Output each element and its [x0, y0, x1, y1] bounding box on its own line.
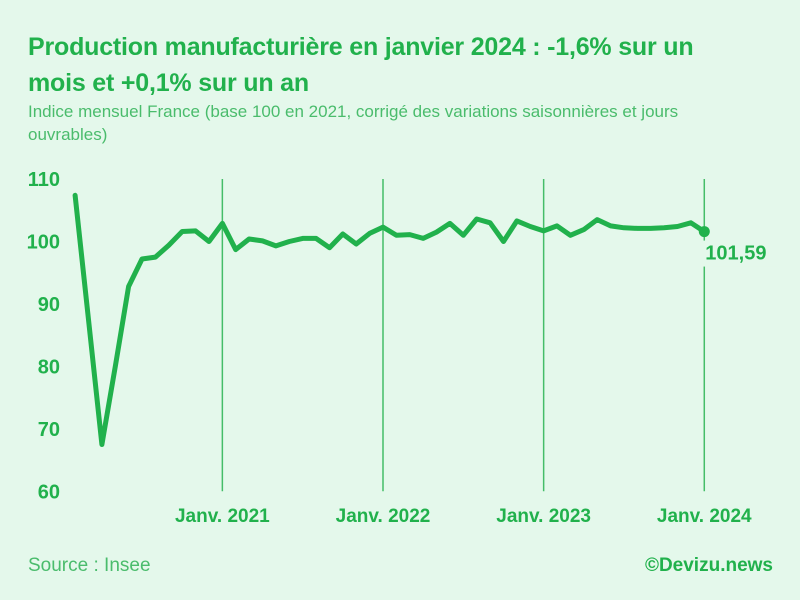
x-axis-tick-label: Janv. 2022 — [336, 506, 431, 527]
chart-subtitle: Indice mensuel France (base 100 en 2021,… — [28, 102, 679, 144]
end-point-marker — [698, 226, 710, 238]
page-title-line1: Production manufacturière en janvier 202… — [28, 33, 694, 61]
end-value-label: 101,59 — [705, 243, 766, 265]
y-axis-tick-label: 100 — [27, 232, 60, 254]
y-axis-tick-label: 110 — [28, 169, 60, 191]
credit-label: ©Devizu.news — [644, 555, 773, 576]
x-axis-tick-label: Janv. 2024 — [657, 506, 752, 527]
source-label: Source : Insee — [28, 555, 151, 576]
page-title: Production manufacturière en janvier 202… — [28, 29, 788, 101]
series-line — [72, 192, 707, 447]
y-axis-tick-label: 70 — [38, 419, 60, 441]
x-axis-tick-label: Janv. 2023 — [496, 506, 591, 527]
end-label-backdrop — [701, 240, 778, 267]
y-axis-tick-label: 80 — [38, 356, 60, 378]
y-axis-tick-label: 60 — [38, 481, 60, 503]
y-axis-tick-label: 90 — [38, 294, 60, 316]
page-title-line2: mois et +0,1% sur un an — [28, 69, 309, 97]
x-axis-tick-label: Janv. 2021 — [175, 506, 270, 527]
